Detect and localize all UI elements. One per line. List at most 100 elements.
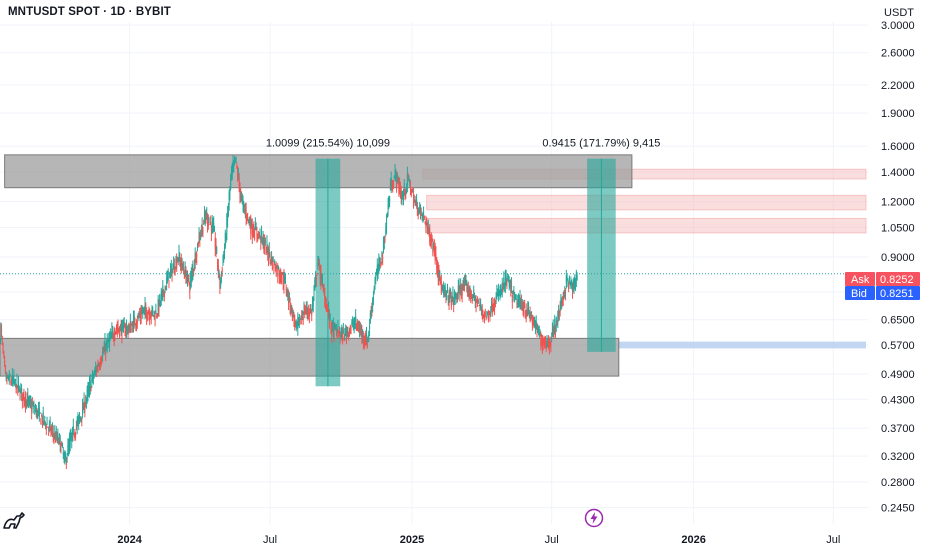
candle — [207, 213, 209, 233]
candle-body — [564, 292, 566, 294]
candle — [239, 182, 241, 204]
candle-body — [187, 275, 189, 279]
candle-body — [276, 266, 278, 268]
candle-body — [349, 329, 351, 331]
candle-body — [76, 420, 78, 427]
candle-body — [463, 281, 465, 288]
candle — [71, 432, 73, 449]
candle — [360, 323, 362, 338]
candle — [88, 381, 90, 397]
candle — [531, 314, 533, 331]
candle-body — [53, 436, 55, 438]
candle-body — [456, 296, 458, 299]
candles-group — [0, 155, 578, 470]
candle-body — [356, 324, 358, 326]
candle-body — [242, 199, 244, 206]
candle — [434, 242, 436, 265]
candle-body — [55, 437, 57, 443]
candle — [471, 293, 473, 304]
candle-body — [85, 398, 87, 402]
candle — [233, 160, 235, 173]
candle — [165, 285, 167, 290]
ask-tag: Ask 0.8252 — [845, 272, 920, 286]
candle-body — [301, 316, 303, 318]
candle — [379, 256, 381, 271]
candle — [416, 193, 418, 209]
candle-body — [569, 282, 571, 284]
candle — [210, 224, 212, 242]
candle-body — [65, 458, 67, 465]
candle — [495, 292, 497, 305]
candle — [11, 375, 13, 386]
candle-body — [181, 259, 183, 267]
candle — [480, 305, 482, 316]
candle — [82, 398, 84, 419]
candle-body — [10, 381, 12, 383]
candle — [485, 316, 487, 321]
candle-body — [163, 291, 165, 293]
candle-body — [320, 271, 322, 283]
candle — [163, 289, 165, 297]
currency-label[interactable]: USDT — [884, 7, 914, 19]
candle — [522, 301, 524, 316]
candle — [98, 362, 100, 367]
candle — [270, 258, 272, 266]
candle-body — [232, 161, 234, 172]
candle-body — [521, 306, 523, 308]
candle — [31, 399, 33, 420]
candle — [481, 304, 483, 320]
candle — [447, 295, 449, 306]
lightning-bolt-icon[interactable] — [584, 508, 604, 528]
candle — [252, 224, 254, 238]
candle — [426, 222, 428, 235]
candle — [457, 279, 459, 300]
candle-body — [74, 432, 76, 437]
candle-body — [42, 411, 44, 420]
candle-body — [403, 183, 405, 194]
candle-body — [88, 387, 90, 395]
candle — [513, 286, 515, 302]
candle — [492, 303, 494, 313]
candle — [117, 319, 119, 335]
candle — [264, 234, 266, 255]
candle — [500, 283, 502, 298]
candle — [247, 212, 249, 221]
candle — [34, 405, 36, 415]
candle — [507, 274, 509, 283]
candle — [197, 241, 199, 248]
candle-body — [112, 330, 114, 334]
candle-body — [414, 200, 416, 202]
candle — [176, 256, 178, 263]
candle-body — [508, 282, 510, 287]
candle — [479, 297, 481, 312]
candle — [241, 193, 243, 205]
candle — [197, 242, 199, 252]
candle — [133, 310, 135, 329]
candle — [475, 295, 477, 313]
candle-body — [268, 253, 270, 259]
candle-body — [149, 312, 151, 321]
candle-body — [247, 213, 249, 215]
candle-body — [122, 320, 124, 329]
candle — [561, 297, 563, 310]
candle — [5, 371, 7, 382]
candle — [67, 438, 69, 456]
candle — [93, 370, 95, 379]
candle — [198, 227, 200, 244]
candle-body — [396, 172, 398, 181]
candle — [520, 297, 522, 310]
candle — [139, 307, 141, 318]
candle-body — [429, 229, 431, 243]
dinosaur-logo-icon[interactable] — [2, 508, 26, 530]
candle-body — [475, 299, 477, 308]
candle-body — [511, 284, 513, 288]
candle-body — [386, 217, 388, 229]
symbol-title[interactable]: MNTUSDT SPOT · 1D · BYBIT — [8, 6, 171, 18]
candle-body — [21, 387, 23, 394]
candle-body — [133, 315, 135, 323]
candle-body — [125, 329, 127, 333]
candle-body — [296, 323, 298, 327]
candle-body — [572, 281, 574, 289]
candle-body — [85, 401, 87, 406]
